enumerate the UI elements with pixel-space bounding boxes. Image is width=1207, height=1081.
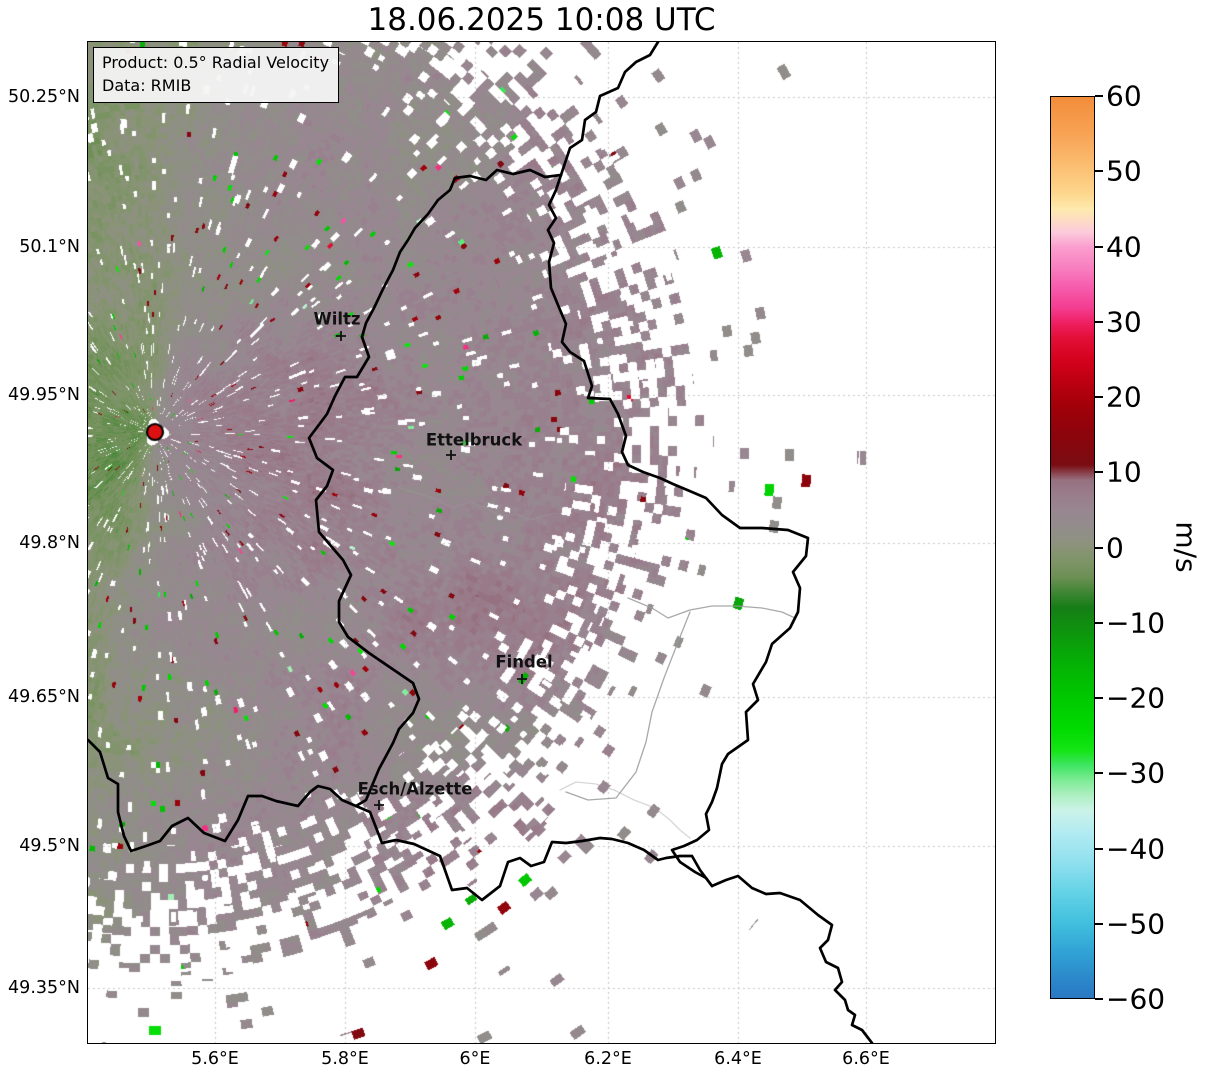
city-marker-icon — [374, 800, 384, 810]
radar-field-canvas — [88, 42, 995, 1043]
colorbar-unit-label: m/s — [1169, 521, 1203, 573]
colorbar-tick-label: 60 — [1106, 79, 1142, 113]
colorbar-tick-label: 40 — [1106, 230, 1142, 263]
lon-tick-label: 6.6°E — [842, 1049, 890, 1069]
regional-border-line — [627, 597, 796, 619]
regional-border-line — [559, 781, 691, 839]
lat-tick-label: 49.35°N — [8, 978, 80, 998]
city-label: Ettelbruck — [425, 430, 523, 450]
data-source-line: Data: RMIB — [102, 75, 192, 95]
colorbar-tick-label: −20 — [1106, 681, 1166, 715]
figure-title: 18.06.2025 10:08 UTC — [367, 2, 716, 38]
regional-border-line — [396, 486, 557, 521]
colorbar-tick-label: 0 — [1106, 531, 1124, 564]
colorbar-tick-mark — [1095, 697, 1103, 699]
city-marker-icon — [336, 331, 346, 341]
colorbar-tick-mark — [1095, 396, 1103, 398]
colorbar-tick-label: −50 — [1106, 907, 1166, 941]
colorbar-tick-mark — [1095, 847, 1103, 850]
city-marker-icon — [517, 674, 527, 684]
lon-tick-label: 5.6°E — [191, 1049, 239, 1069]
country-border-line — [354, 804, 714, 902]
colorbar-tick-mark — [1095, 320, 1103, 323]
city-label: Esch/Alzette — [357, 779, 473, 799]
colorbar-tick-mark — [1095, 772, 1103, 775]
colorbar-tick-mark — [1095, 95, 1103, 97]
lon-tick-label: 5.8°E — [321, 1049, 369, 1069]
map-borders-overlay — [88, 42, 874, 1043]
colorbar-tick-mark — [1095, 998, 1103, 1000]
colorbar-tick-label: −30 — [1106, 756, 1166, 790]
country-border-line — [307, 168, 563, 808]
city-label: Wiltz — [313, 309, 361, 329]
product-line: Product: 0.5° Radial Velocity — [102, 53, 330, 72]
colorbar-tick-mark — [1095, 621, 1103, 624]
product-info-box: Product: 0.5° Radial Velocity Data: RMIB — [93, 47, 340, 104]
country-border-line — [88, 738, 358, 853]
lat-tick-label: 49.5°N — [19, 836, 80, 856]
colorbar-tick-label: −10 — [1106, 606, 1166, 640]
colorbar-tick-label: 10 — [1106, 455, 1142, 489]
lat-tick-label: 49.65°N — [8, 687, 80, 707]
lon-tick-label: 6.4°E — [714, 1049, 762, 1069]
longitude-axis: 5.6°E 5.8°E 6°E 6.2°E 6.4°E 6.6°E — [0, 1049, 1207, 1077]
city-label: Findel — [495, 652, 553, 672]
latitude-axis: 50.25°N 50.1°N 49.95°N 49.8°N 49.65°N 49.5°N 4… — [0, 42, 80, 1043]
colorbar-tick-mark — [1095, 170, 1103, 173]
colorbar — [1050, 96, 1095, 999]
lon-tick-label: 6°E — [459, 1049, 491, 1069]
lat-tick-label: 49.8°N — [19, 533, 80, 553]
country-border-line — [546, 173, 810, 888]
colorbar-tick-mark — [1095, 245, 1103, 248]
country-border-line — [559, 42, 660, 177]
country-border-line — [710, 874, 874, 1043]
lat-tick-label: 50.25°N — [8, 87, 80, 107]
colorbar-tick-label: 20 — [1106, 380, 1142, 414]
colorbar-tick-label: −40 — [1106, 832, 1166, 865]
city-marker-icon — [446, 450, 456, 460]
colorbar-tick-label: −60 — [1106, 982, 1166, 1016]
radar-map: Product: 0.5° Radial Velocity Data: RMIB… — [87, 41, 996, 1044]
colorbar-tick-label: 50 — [1106, 154, 1142, 188]
lat-tick-label: 49.95°N — [8, 385, 80, 405]
lat-tick-label: 50.1°N — [19, 237, 80, 257]
colorbar-tick-mark — [1095, 471, 1103, 474]
regional-border-line — [565, 611, 691, 801]
lon-tick-label: 6.2°E — [584, 1049, 632, 1069]
colorbar-tick-mark — [1095, 546, 1103, 549]
colorbar-tick-label: 30 — [1106, 305, 1142, 339]
colorbar-tick-mark — [1095, 922, 1103, 925]
